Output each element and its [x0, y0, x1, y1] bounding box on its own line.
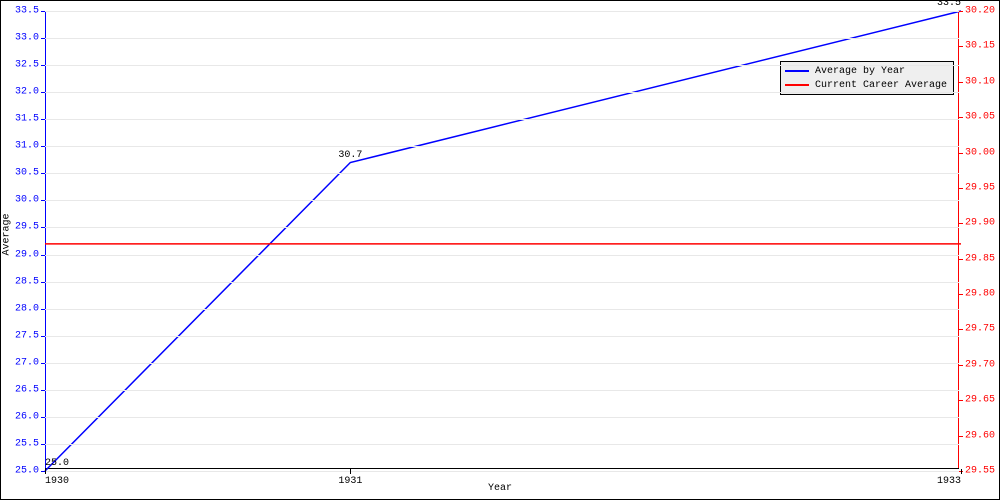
y-right-tick [959, 117, 963, 118]
data-point-label: 30.7 [338, 150, 362, 161]
y-right-tick-label: 30.10 [965, 76, 997, 87]
y-left-tick-label: 26.0 [3, 411, 39, 422]
y-right-tick [959, 436, 963, 437]
y-right-tick-label: 29.70 [965, 359, 997, 370]
y-left-tick [41, 309, 45, 310]
y-left-tick [41, 65, 45, 66]
y-right-tick-label: 30.00 [965, 147, 997, 158]
y-right-tick [959, 153, 963, 154]
y-left-tick [41, 227, 45, 228]
grid-line [45, 173, 959, 174]
legend-swatch [785, 70, 809, 72]
y-left-tick [41, 444, 45, 445]
y-left-tick-label: 30.5 [3, 168, 39, 179]
y-left-tick [41, 363, 45, 364]
y-right-tick [959, 11, 963, 12]
grid-line [45, 471, 959, 472]
y-right-tick-label: 29.55 [965, 466, 997, 477]
grid-line [45, 38, 959, 39]
grid-line [45, 336, 959, 337]
y-right-tick-label: 29.80 [965, 289, 997, 300]
y-left-tick-label: 30.0 [3, 195, 39, 206]
y-left-tick-label: 25.0 [3, 466, 39, 477]
x-tick [350, 469, 351, 474]
grid-line [45, 65, 959, 66]
y-left-tick [41, 255, 45, 256]
x-axis [45, 468, 959, 469]
grid-line [45, 309, 959, 310]
legend-swatch [785, 84, 809, 86]
grid-line [45, 200, 959, 201]
grid-line [45, 227, 959, 228]
legend-item-career-avg: Current Career Average [785, 78, 947, 92]
y-left-tick [41, 200, 45, 201]
y-left-tick-label: 29.5 [3, 222, 39, 233]
y-right-tick-label: 29.85 [965, 253, 997, 264]
y-left-tick [41, 390, 45, 391]
y-right-tick [959, 329, 963, 330]
grid-line [45, 282, 959, 283]
y-right-tick [959, 223, 963, 224]
data-point-label: 25.0 [45, 458, 69, 469]
y-left-tick-label: 33.5 [3, 6, 39, 17]
y-left-tick-label: 26.5 [3, 384, 39, 395]
grid-line [45, 417, 959, 418]
y-left-tick [41, 146, 45, 147]
y-right-tick [959, 400, 963, 401]
y-left-tick [41, 336, 45, 337]
y-left-tick-label: 27.0 [3, 357, 39, 368]
y-right-tick [959, 365, 963, 366]
y-left-tick-label: 27.5 [3, 330, 39, 341]
y-left-tick-label: 28.0 [3, 303, 39, 314]
y-right-tick-label: 30.05 [965, 112, 997, 123]
y-left-tick [41, 92, 45, 93]
x-tick [45, 469, 46, 474]
data-point-label: 33.5 [937, 0, 961, 9]
y-left-tick-label: 32.0 [3, 87, 39, 98]
y-right-tick [959, 188, 963, 189]
y-left-tick [41, 119, 45, 120]
y-left-tick [41, 38, 45, 39]
y-right-tick [959, 294, 963, 295]
grid-line [45, 255, 959, 256]
grid-line [45, 444, 959, 445]
x-label: Year [488, 483, 512, 494]
y-left-axis [45, 11, 46, 469]
y-right-tick-label: 29.60 [965, 430, 997, 441]
y-right-tick-label: 30.15 [965, 41, 997, 52]
grid-line [45, 390, 959, 391]
y-left-tick [41, 417, 45, 418]
y-left-tick-label: 29.0 [3, 249, 39, 260]
x-tick-label: 1931 [338, 476, 362, 487]
x-tick-label: 1930 [45, 476, 69, 487]
x-tick-label: 1933 [937, 476, 961, 487]
legend-label: Current Career Average [815, 80, 947, 91]
y-right-tick-label: 29.95 [965, 182, 997, 193]
chart-container: Average Year Average by Year Current Car… [0, 0, 1000, 500]
y-left-tick-label: 31.5 [3, 114, 39, 125]
y-right-tick-label: 29.90 [965, 218, 997, 229]
y-left-tick-label: 32.5 [3, 60, 39, 71]
y-right-tick [959, 82, 963, 83]
y-right-tick-label: 29.65 [965, 395, 997, 406]
y-left-tick [41, 282, 45, 283]
grid-line [45, 11, 959, 12]
y-left-tick-label: 33.0 [3, 33, 39, 44]
y-right-tick [959, 46, 963, 47]
legend-label: Average by Year [815, 66, 905, 77]
y-left-tick-label: 28.5 [3, 276, 39, 287]
x-tick [961, 469, 962, 474]
y-right-tick-label: 30.20 [965, 6, 997, 17]
y-left-tick-label: 31.0 [3, 141, 39, 152]
y-right-tick-label: 29.75 [965, 324, 997, 335]
grid-line [45, 92, 959, 93]
grid-line [45, 146, 959, 147]
y-right-tick [959, 259, 963, 260]
y-left-tick [41, 11, 45, 12]
grid-line [45, 119, 959, 120]
y-left-tick-label: 25.5 [3, 438, 39, 449]
grid-line [45, 363, 959, 364]
y-left-tick [41, 173, 45, 174]
